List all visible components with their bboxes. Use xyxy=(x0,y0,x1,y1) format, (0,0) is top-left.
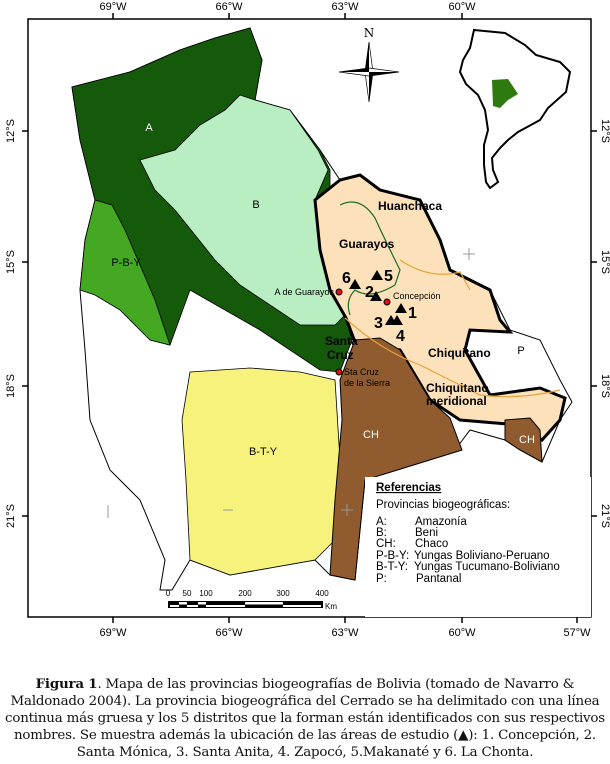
site-label-3: 3 xyxy=(374,315,383,332)
caption-text: . Mapa de las provincias biogeografías d… xyxy=(5,677,605,760)
lat-label-right: 21°S xyxy=(599,504,610,528)
svg-text:0: 0 xyxy=(166,589,171,598)
label-CH: CH xyxy=(363,429,379,441)
svg-text:Pantanal: Pantanal xyxy=(416,573,461,585)
region-yungas-boliviano-peruano xyxy=(79,199,171,346)
lon-label-bottom: 63°W xyxy=(331,627,359,639)
svg-text:100: 100 xyxy=(199,589,213,598)
lon-label-top: 66°W xyxy=(215,1,243,13)
legend-title: Referencias xyxy=(376,482,441,494)
lon-label-top: 63°W xyxy=(331,1,359,13)
district-guarayos: Guarayos xyxy=(339,237,395,251)
svg-text:N: N xyxy=(364,26,375,40)
site-label-5: 5 xyxy=(384,268,393,285)
graticule-ticks xyxy=(22,13,597,623)
town-sta-cruz: de la Sierra xyxy=(344,378,390,388)
district-chiquitano-meridional: meridional xyxy=(426,394,487,408)
svg-text:B:: B: xyxy=(376,527,387,539)
svg-text:B-T-Y:: B-T-Y: xyxy=(376,561,408,573)
district-chiquitano: Chiquitano xyxy=(428,346,491,360)
lon-label-bottom: 60°W xyxy=(448,627,476,639)
town-guarayos: A de Guarayos xyxy=(274,287,334,297)
label-P: P xyxy=(517,345,524,357)
lat-label-right: 15°S xyxy=(599,250,610,274)
svg-text:Yungas Boliviano-Peruano: Yungas Boliviano-Peruano xyxy=(414,550,550,562)
figure-caption: Figura 1. Mapa de las provincias biogeog… xyxy=(0,676,610,761)
svg-text:Yungas Tucumano-Boliviano: Yungas Tucumano-Boliviano xyxy=(414,561,560,573)
orange-boundary xyxy=(399,259,471,291)
svg-text:400: 400 xyxy=(315,589,329,598)
town-markers xyxy=(335,288,391,376)
svg-text:A:: A: xyxy=(376,516,387,528)
inset-south-america xyxy=(458,28,572,190)
label-B: B xyxy=(252,199,259,211)
lon-label-bottom: 57°W xyxy=(563,627,591,639)
town-sta-cruz: Sta Cruz xyxy=(344,367,380,377)
caption-label: Figura 1 xyxy=(35,676,98,692)
place-santa-cruz: Santa xyxy=(325,334,358,348)
legend: Referencias Provincias biogeográficas: A… xyxy=(365,477,591,617)
lat-label-left: 15°S xyxy=(5,250,17,274)
lat-label-left: 18°S xyxy=(5,374,17,398)
graticule-crosses xyxy=(107,248,475,518)
north-arrow-icon: N xyxy=(338,26,400,103)
lat-label-right: 12°S xyxy=(599,119,610,143)
label-A: A xyxy=(145,122,153,134)
svg-text:CH:: CH: xyxy=(376,538,396,550)
place-santa-cruz: Cruz xyxy=(327,348,354,362)
orange-boundary xyxy=(344,317,561,398)
study-site-triangles xyxy=(349,270,407,325)
svg-text:Km: Km xyxy=(325,602,337,611)
legend-subtitle: Provincias biogeográficas: xyxy=(376,499,510,511)
scale-bar: 0 50 100 200 300 400 Km xyxy=(166,589,338,611)
district-boundary xyxy=(339,201,401,316)
lat-label-right: 18°S xyxy=(599,374,610,398)
label-PBY: P-B-Y xyxy=(111,257,141,269)
site-label-6: 6 xyxy=(342,270,351,287)
svg-text:200: 200 xyxy=(238,589,252,598)
lat-label-left: 12°S xyxy=(5,119,17,143)
site-label-1: 1 xyxy=(408,305,417,322)
town-concepcion: Concepción xyxy=(393,291,441,301)
lon-label-top: 60°W xyxy=(448,1,476,13)
svg-text:Beni: Beni xyxy=(415,527,438,539)
svg-text:Chaco: Chaco xyxy=(415,538,448,550)
label-CH2: CH xyxy=(519,434,535,446)
site-label-4: 4 xyxy=(396,328,405,345)
district-chiquitano-meridional: Chiquitano xyxy=(426,381,489,395)
svg-text:50: 50 xyxy=(183,589,192,598)
lon-label-bottom: 69°W xyxy=(99,627,127,639)
lon-label-bottom: 66°W xyxy=(215,627,243,639)
svg-text:300: 300 xyxy=(276,589,290,598)
district-huanchaca: Huanchaca xyxy=(378,199,442,213)
svg-text:P:: P: xyxy=(376,573,387,585)
lon-label-top: 69°W xyxy=(99,1,127,13)
lat-label-left: 21°S xyxy=(5,504,17,528)
svg-text:P-B-Y:: P-B-Y: xyxy=(376,550,409,562)
region-yungas-tucumano-boliviano xyxy=(181,367,341,576)
site-label-2: 2 xyxy=(365,284,374,301)
region-chaco-east xyxy=(504,417,543,463)
map: 69°W 66°W 63°W 60°W 69°W 66°W 63°W 60°W … xyxy=(5,1,610,639)
label-BTY: B-T-Y xyxy=(249,446,278,458)
svg-text:Amazonía: Amazonía xyxy=(415,516,467,528)
